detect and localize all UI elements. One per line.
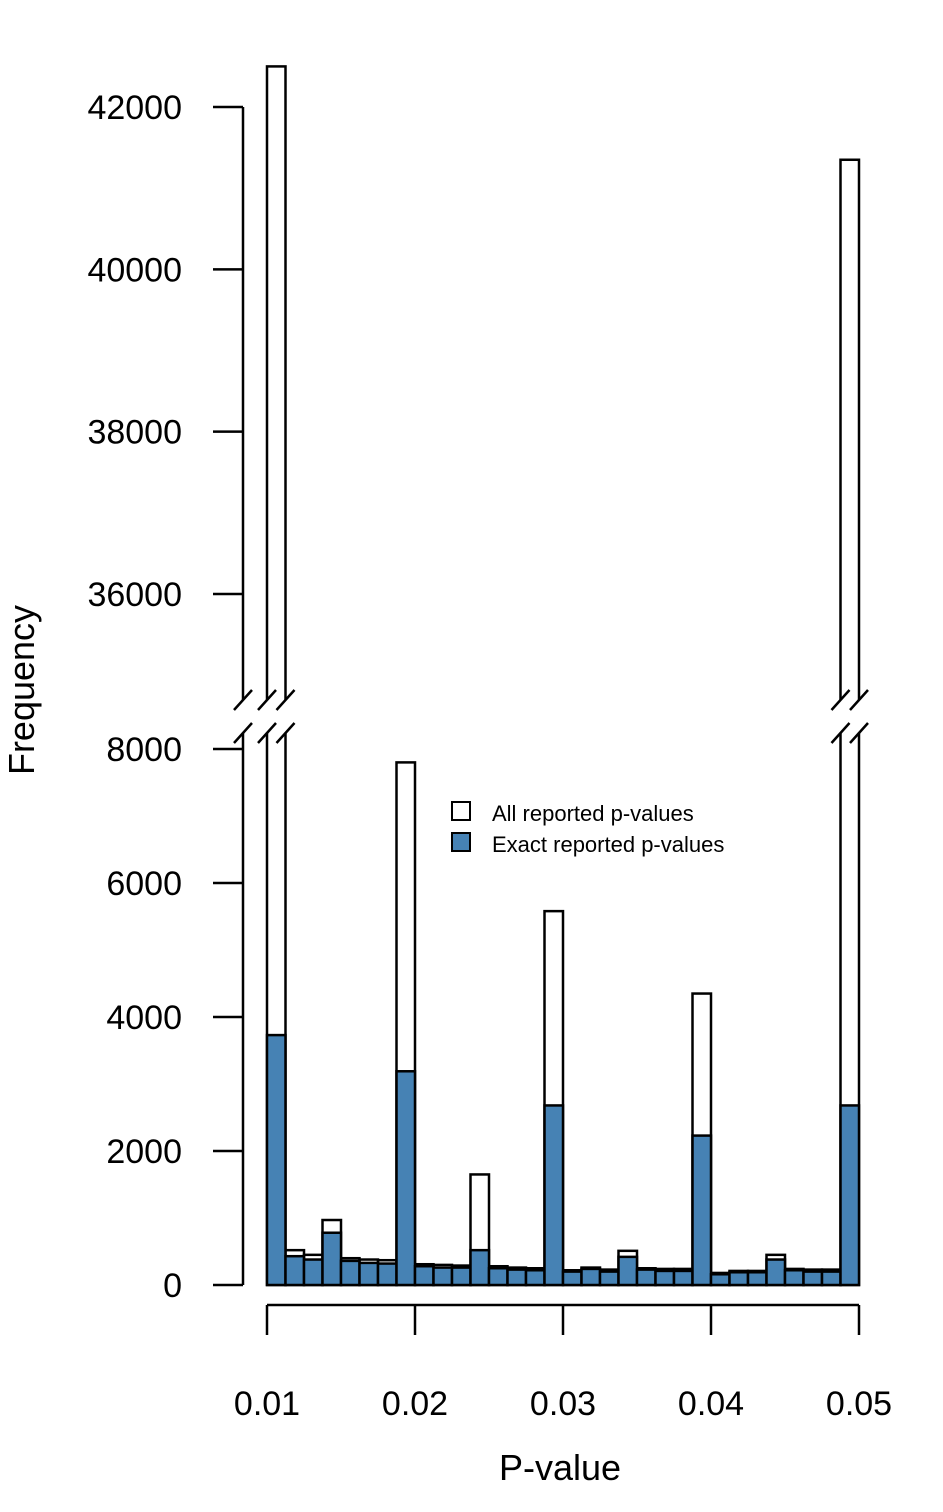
x-axis-title: P-value (499, 1447, 621, 1488)
bar-exact-0 (265, 1033, 287, 1287)
bar-exact-2 (302, 1258, 324, 1287)
bar-exact-31 (839, 1104, 861, 1287)
bar-exact-12 (487, 1267, 509, 1287)
bar-exact-11 (469, 1248, 491, 1287)
all-pvalues-bars (265, 65, 861, 1287)
bar-exact-27 (765, 1258, 787, 1287)
y-tick-label-upper-1: 38000 (87, 414, 182, 452)
y-tick-label-upper-3: 42000 (87, 89, 182, 127)
bar-exact-25 (728, 1271, 750, 1287)
bar-exact-21 (654, 1269, 676, 1287)
bar-exact-29 (802, 1270, 824, 1287)
bar-break-left-top-31 (830, 689, 851, 711)
bar-gap-0 (263, 700, 290, 733)
y-break-slash-bottom (233, 722, 253, 744)
bar-gap-31 (836, 700, 863, 733)
axis-break-marks (231, 689, 869, 744)
bar-exact-28 (783, 1269, 805, 1287)
bar-exact-15 (543, 1104, 565, 1287)
bar-exact-16 (561, 1270, 583, 1287)
bar-exact-8 (413, 1264, 435, 1287)
bar-break-right-bottom-0 (275, 722, 296, 744)
y-tick-label-lower-4: 8000 (106, 731, 182, 769)
legend-swatch-exact (451, 832, 471, 852)
y-tick-label-upper-0: 36000 (87, 576, 182, 614)
bar-exact-26 (746, 1271, 768, 1287)
x-tick-label-2: 0.03 (530, 1385, 596, 1423)
legend-label-exact: Exact reported p-values (492, 832, 724, 857)
legend: All reported p-values Exact reported p-v… (451, 801, 724, 857)
y-tick-label-lower-2: 4000 (106, 999, 182, 1037)
bar-exact-20 (635, 1268, 657, 1287)
y-break-slash-top (233, 689, 253, 711)
exact-pvalues-bars (265, 1033, 861, 1287)
bar-break-left-top-0 (257, 689, 277, 711)
y-axis: 0 2000 4000 6000 8000 36000 38000 40000 42000 (87, 89, 245, 1305)
bar-break-left-bottom-31 (830, 722, 851, 744)
y-tick-label-lower-3: 6000 (106, 865, 182, 903)
bar-exact-7 (395, 1070, 417, 1287)
bar-exact-6 (376, 1262, 398, 1287)
legend-label-all: All reported p-values (492, 801, 694, 826)
bar-exact-24 (709, 1273, 731, 1287)
bar-break-right-bottom-31 (849, 722, 869, 744)
bar-exact-9 (432, 1266, 454, 1287)
bar-exact-4 (339, 1259, 361, 1287)
bar-exact-1 (284, 1254, 306, 1287)
x-axis: 0.01 0.02 0.03 0.04 0.05 (234, 1303, 892, 1423)
y-tick-label-lower-0: 0 (163, 1267, 182, 1305)
y-tick-label-upper-2: 40000 (87, 251, 182, 289)
bar-break-left-bottom-0 (257, 722, 277, 744)
bar-exact-10 (450, 1266, 472, 1287)
bar-exact-22 (672, 1269, 694, 1287)
x-tick-label-1: 0.02 (382, 1385, 448, 1423)
y-axis-title: Frequency (1, 605, 42, 775)
bar-exact-30 (820, 1270, 842, 1287)
bar-exact-14 (524, 1269, 546, 1287)
y-tick-label-lower-1: 2000 (106, 1133, 182, 1171)
bar-exact-17 (580, 1267, 602, 1287)
bar-break-right-top-0 (275, 689, 296, 711)
bar-exact-18 (598, 1270, 620, 1287)
bar-exact-13 (506, 1268, 528, 1287)
bar-break-right-top-31 (849, 689, 869, 711)
bar-exact-19 (617, 1255, 639, 1287)
legend-swatch-all (451, 801, 471, 821)
y-axis-gap (231, 700, 255, 733)
bar-exact-23 (691, 1134, 713, 1287)
bar-exact-3 (321, 1231, 343, 1287)
x-tick-label-3: 0.04 (678, 1385, 744, 1423)
x-tick-label-4: 0.05 (826, 1385, 892, 1423)
bar-exact-5 (358, 1261, 380, 1287)
x-tick-label-0: 0.01 (234, 1385, 300, 1423)
